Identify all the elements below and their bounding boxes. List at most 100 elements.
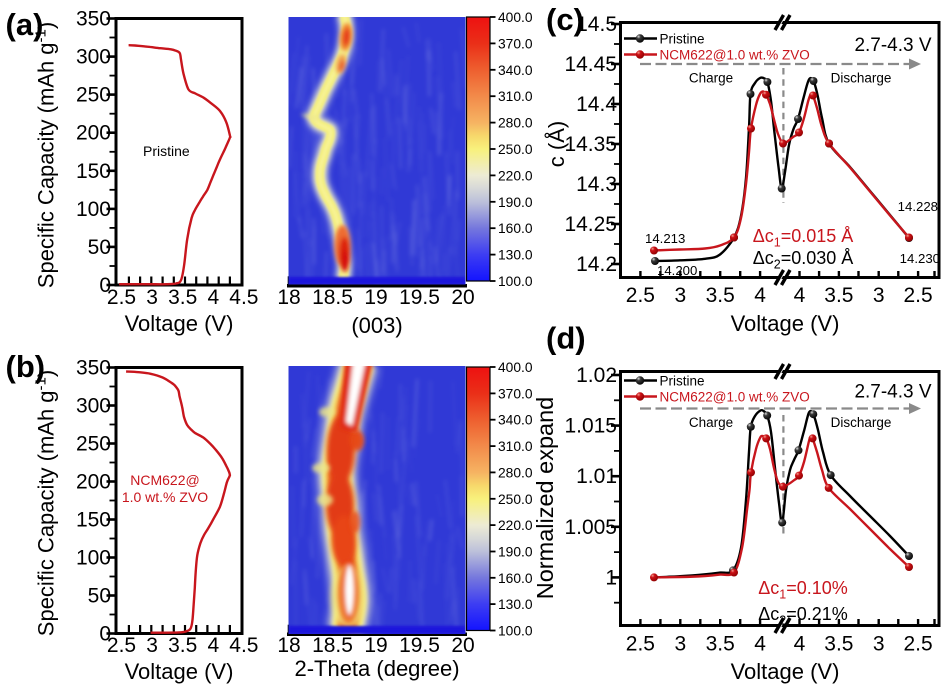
- svg-text:(a): (a): [6, 7, 44, 42]
- svg-text:310.0: 310.0: [498, 89, 533, 104]
- svg-text:340.0: 340.0: [498, 413, 533, 428]
- svg-text:1.005: 1.005: [564, 516, 617, 539]
- svg-text:Voltage (V): Voltage (V): [731, 659, 840, 684]
- svg-text:Voltage (V): Voltage (V): [731, 311, 840, 336]
- svg-text:130.0: 130.0: [498, 248, 533, 263]
- svg-text:190.0: 190.0: [498, 195, 533, 210]
- svg-text:50: 50: [88, 585, 111, 608]
- svg-text:2.5: 2.5: [107, 286, 136, 309]
- svg-text:2.5: 2.5: [626, 284, 655, 307]
- svg-text:Pristine: Pristine: [660, 374, 705, 389]
- svg-text:18: 18: [277, 634, 300, 657]
- svg-text:Normalized expand: Normalized expand: [532, 397, 558, 599]
- svg-text:14.230: 14.230: [900, 251, 940, 266]
- svg-text:250.0: 250.0: [498, 142, 533, 157]
- svg-text:350: 350: [76, 357, 111, 380]
- svg-text:250: 250: [76, 84, 111, 107]
- svg-text:3.5: 3.5: [824, 633, 853, 656]
- svg-text:NCM622@1.0 wt.% ZVO: NCM622@1.0 wt.% ZVO: [660, 390, 810, 405]
- svg-text:c (Å): c (Å): [544, 121, 569, 167]
- svg-text:3.5: 3.5: [824, 284, 853, 307]
- svg-text:370.0: 370.0: [498, 36, 533, 51]
- svg-text:14.200: 14.200: [657, 263, 697, 278]
- svg-text:4: 4: [207, 286, 219, 309]
- svg-text:20: 20: [451, 634, 474, 657]
- svg-text:Charge: Charge: [689, 71, 733, 86]
- svg-text:300: 300: [76, 395, 111, 418]
- svg-text:2.5: 2.5: [107, 634, 136, 657]
- svg-text:(b): (b): [6, 349, 46, 384]
- svg-text:400.0: 400.0: [498, 10, 533, 25]
- svg-text:50: 50: [88, 236, 111, 259]
- svg-text:19.5: 19.5: [399, 634, 440, 657]
- svg-text:1: 1: [605, 566, 617, 589]
- svg-text:400.0: 400.0: [498, 360, 533, 375]
- svg-text:1.0 wt.% ZVO: 1.0 wt.% ZVO: [122, 489, 208, 505]
- svg-text:3: 3: [873, 633, 885, 656]
- svg-text:3.5: 3.5: [706, 633, 735, 656]
- svg-text:190.0: 190.0: [498, 545, 533, 560]
- svg-text:14.2: 14.2: [576, 253, 617, 276]
- svg-text:Charge: Charge: [689, 415, 733, 430]
- svg-text:Δc1=0.015 Å: Δc1=0.015 Å: [753, 226, 854, 250]
- svg-text:4.5: 4.5: [229, 634, 258, 657]
- svg-text:14.45: 14.45: [564, 53, 617, 76]
- svg-text:100.0: 100.0: [498, 624, 533, 639]
- svg-text:100.0: 100.0: [498, 274, 533, 289]
- svg-text:220.0: 220.0: [498, 518, 533, 533]
- svg-text:280.0: 280.0: [498, 116, 533, 131]
- svg-text:220.0: 220.0: [498, 168, 533, 183]
- svg-text:250.0: 250.0: [498, 492, 533, 507]
- svg-text:18: 18: [277, 286, 300, 309]
- svg-text:19: 19: [364, 634, 387, 657]
- svg-text:Discharge: Discharge: [831, 415, 892, 430]
- svg-text:2.7-4.3 V: 2.7-4.3 V: [854, 35, 931, 56]
- svg-text:NCM622@: NCM622@: [130, 472, 199, 488]
- svg-text:3: 3: [146, 634, 158, 657]
- svg-text:14.5: 14.5: [576, 13, 617, 36]
- svg-text:Discharge: Discharge: [831, 71, 892, 86]
- svg-text:Voltage (V): Voltage (V): [125, 659, 234, 684]
- svg-text:2.5: 2.5: [903, 284, 932, 307]
- svg-text:200: 200: [76, 471, 111, 494]
- svg-text:Δc2=0.21%: Δc2=0.21%: [758, 604, 848, 628]
- svg-text:2.7-4.3 V: 2.7-4.3 V: [854, 382, 931, 403]
- svg-text:(003): (003): [351, 313, 402, 338]
- svg-text:150: 150: [76, 509, 111, 532]
- svg-text:1.015: 1.015: [564, 415, 617, 438]
- svg-text:14.3: 14.3: [576, 173, 617, 196]
- svg-text:4: 4: [207, 634, 219, 657]
- svg-text:3.5: 3.5: [168, 634, 197, 657]
- svg-text:Δc2=0.030 Å: Δc2=0.030 Å: [753, 248, 854, 272]
- svg-text:(c): (c): [546, 2, 584, 37]
- svg-text:250: 250: [76, 433, 111, 456]
- svg-text:18.5: 18.5: [312, 634, 353, 657]
- svg-text:2-Theta (degree): 2-Theta (degree): [294, 656, 459, 681]
- svg-text:0: 0: [99, 274, 111, 297]
- svg-text:Pristine: Pristine: [143, 143, 190, 159]
- svg-text:4: 4: [754, 284, 766, 307]
- svg-text:150: 150: [76, 160, 111, 183]
- svg-text:Pristine: Pristine: [660, 32, 705, 47]
- svg-text:300: 300: [76, 46, 111, 69]
- svg-text:200: 200: [76, 122, 111, 145]
- svg-text:3.5: 3.5: [706, 284, 735, 307]
- svg-text:130.0: 130.0: [498, 597, 533, 612]
- svg-text:19: 19: [364, 286, 387, 309]
- svg-text:Δc1=0.10%: Δc1=0.10%: [758, 578, 848, 602]
- svg-text:(d): (d): [546, 321, 586, 356]
- svg-text:14.25: 14.25: [564, 213, 617, 236]
- svg-text:19.5: 19.5: [399, 286, 440, 309]
- svg-text:1.02: 1.02: [576, 364, 617, 387]
- svg-text:4.5: 4.5: [229, 286, 258, 309]
- svg-text:160.0: 160.0: [498, 571, 533, 586]
- svg-text:1.01: 1.01: [576, 465, 617, 488]
- svg-text:4: 4: [754, 633, 766, 656]
- svg-text:Specific Capacity (mAh g-1): Specific Capacity (mAh g-1): [33, 370, 59, 636]
- svg-text:14.213: 14.213: [645, 231, 685, 246]
- svg-text:14.35: 14.35: [564, 133, 617, 156]
- svg-text:3: 3: [146, 286, 158, 309]
- svg-text:NCM622@1.0 wt.% ZVO: NCM622@1.0 wt.% ZVO: [660, 48, 810, 63]
- svg-text:350: 350: [76, 8, 111, 31]
- svg-text:4: 4: [794, 284, 806, 307]
